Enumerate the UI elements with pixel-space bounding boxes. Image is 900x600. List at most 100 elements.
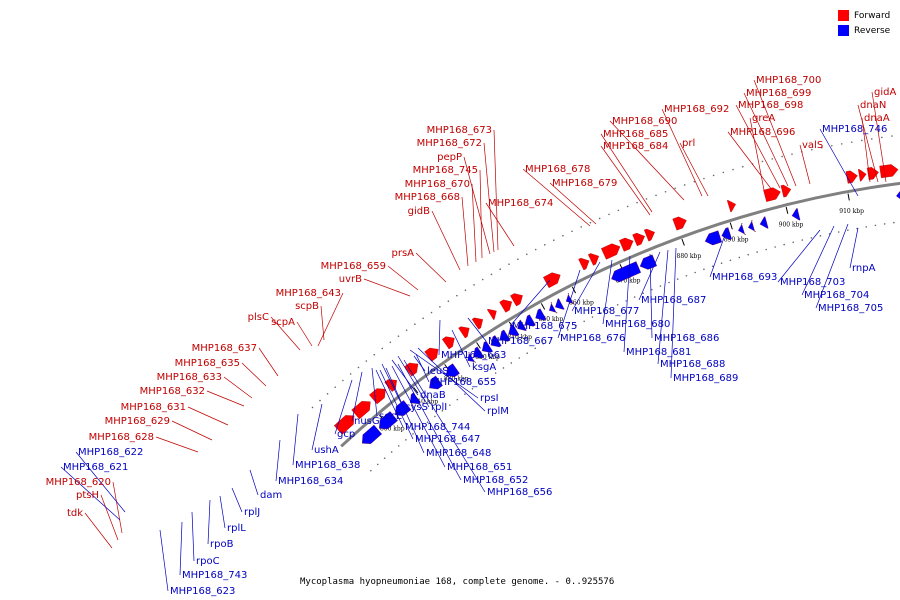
reverse-label: MHP168_703 [780,277,845,288]
forward-track-dot [357,366,360,369]
forward-track-dot [543,244,546,246]
reverse-leader [219,495,226,529]
reverse-leader [249,469,259,496]
forward-track-dot [517,258,519,261]
reverse-label: ksgA [472,362,496,373]
kbp-tick [847,193,850,201]
forward-label: MHP168_673 [427,125,492,136]
reverse-track-dot [370,469,372,472]
forward-track-dot [617,209,620,212]
forward-label: MHP168_692 [664,104,729,115]
forward-track-dot [439,306,441,308]
reverse-leader [75,451,126,513]
reverse-leader [191,511,195,562]
reverse-gene [379,411,398,430]
forward-label: MHP168_633 [157,372,222,383]
reverse-label: MHP168_655 [431,377,496,388]
reverse-track-dot [819,235,822,237]
reverse-label: MHP168_704 [804,290,869,301]
kbp-tick [476,342,481,349]
reverse-leader [557,269,581,339]
reverse-leader [391,365,446,468]
forward-gene [632,232,645,247]
reverse-track-dot [376,463,379,466]
reverse-gene [535,308,547,321]
forward-track-dot [389,341,392,344]
forward-gene [510,293,523,307]
forward-track-dot [381,347,384,350]
forward-track-dot [722,171,725,174]
forward-label: MHP168_643 [276,288,341,299]
reverse-track-dot [729,259,732,262]
forward-track-dot [791,153,793,155]
forward-leader [431,210,461,271]
forward-leader [387,265,419,291]
forward-label: MHP168_684 [603,141,668,152]
forward-leader [471,183,477,263]
reverse-label: MHP168_681 [626,347,691,358]
forward-track-dot [771,158,774,160]
reverse-label: MHP168_746 [822,124,887,135]
reverse-gene [446,363,460,378]
reverse-gene [490,335,502,348]
forward-gene [879,164,899,179]
forward-label: pepP [437,152,462,163]
forward-leader [461,196,469,267]
reverse-track-dot [893,221,895,224]
forward-track-dot [589,221,592,224]
reverse-track-dot [608,307,611,310]
forward-gene [369,388,386,405]
reverse-label: MHP168_743 [182,570,247,581]
reverse-track-dot [487,377,489,380]
forward-track-dot [405,329,408,331]
reverse-label: MHP168_622 [78,447,143,458]
reverse-track-dot [792,241,795,244]
reverse-leader [375,369,404,428]
reverse-label: MHP168_677 [574,306,639,317]
forward-leader [223,376,253,399]
forward-track-dot [636,201,638,204]
forward-gene [643,228,655,242]
forward-swatch [838,10,849,21]
forward-track-dot [534,248,537,251]
reverse-track-dot [434,415,436,418]
legend: Forward Reverse [838,8,890,38]
reverse-label: MHP168_687 [641,295,706,306]
reverse-track-dot [616,303,619,306]
forward-label: MHP168_672 [417,138,482,149]
reverse-leader [60,466,121,521]
forward-leader [661,108,703,197]
reverse-label: MHP168_656 [487,487,552,498]
kbp-tick [413,387,419,394]
reverse-gene [524,314,536,327]
reverse-gene [791,208,801,221]
reverse-track-dot [765,248,767,251]
reverse-track-dot [448,404,451,406]
reverse-label: secE [379,411,402,422]
forward-leader [735,104,781,189]
reverse-label: MHP168_638 [295,460,360,471]
kbp-tick [729,222,733,230]
reverse-leader [371,367,378,417]
forward-leader [799,144,811,185]
reverse-label: ushA [314,445,339,456]
reverse-label: dnaB [420,390,446,401]
reverse-leader [623,255,631,353]
forward-track-dot [683,184,686,186]
forward-leader [871,91,887,183]
forward-leader [100,494,119,541]
forward-leader [463,156,491,255]
reverse-label: MHP168_676 [560,333,625,344]
kbp-tick-label: 800 kbp [380,425,405,432]
reverse-leader [670,247,677,379]
forward-track-dot [464,289,467,292]
forward-track-dot [414,323,416,326]
reverse-leader [403,359,486,493]
forward-leader [679,142,709,197]
reverse-track-dot [642,292,644,295]
forward-label: MHP168_632 [140,386,205,397]
forward-gene [858,169,867,182]
reverse-track-dot [591,316,594,318]
reverse-track-dot [847,229,849,232]
reverse-track-dot [600,312,602,314]
